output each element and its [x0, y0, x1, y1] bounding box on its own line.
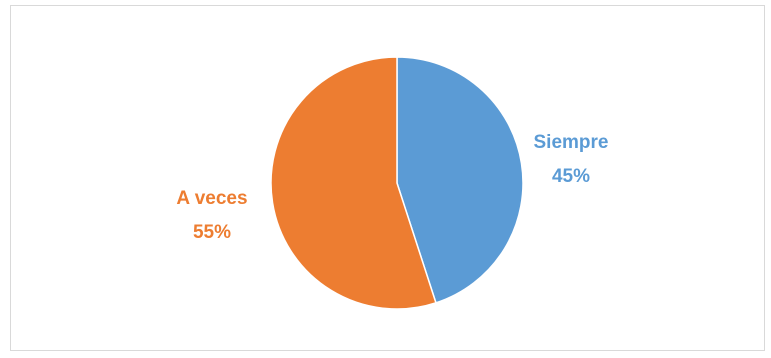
chart-area: Siempre 45% A veces 55%: [10, 5, 765, 351]
label-aveces-category: A veces: [176, 188, 247, 209]
pie-slice-siempre: [396, 56, 524, 304]
label-siempre-percent: 45%: [552, 166, 590, 187]
pie-slice-a-veces: [270, 56, 437, 310]
pie-chart: Siempre 45% A veces 55%: [176, 56, 609, 310]
label-aveces-percent: 55%: [193, 222, 231, 243]
label-siempre-category: Siempre: [534, 132, 609, 153]
pie-slices: [270, 56, 524, 310]
